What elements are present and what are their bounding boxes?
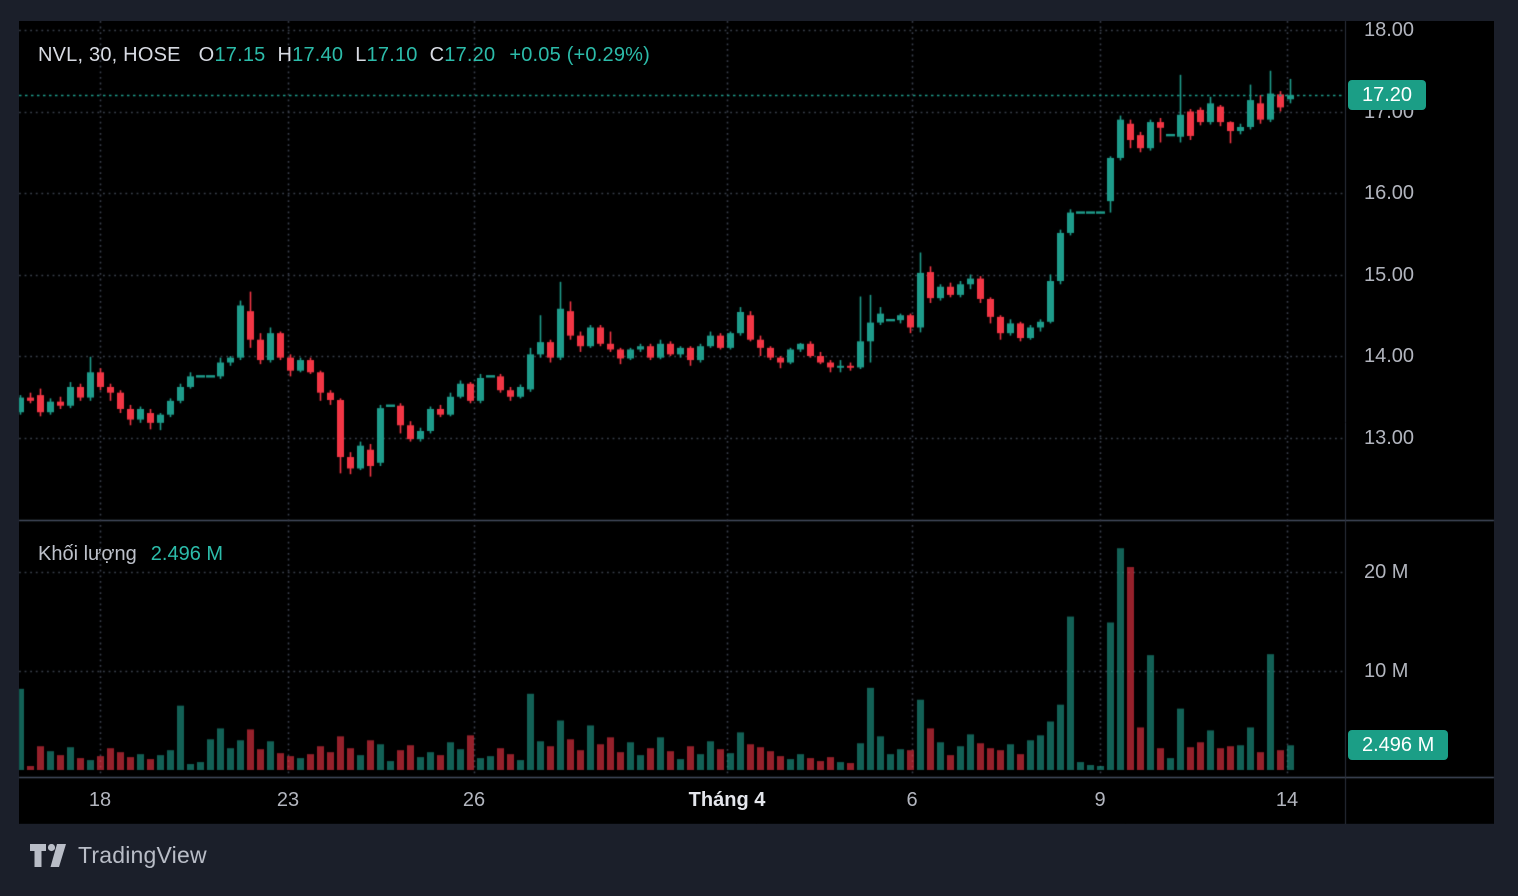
price-tick-label: 13.00 — [1364, 426, 1415, 449]
close-label: C — [429, 44, 445, 66]
price-tick-label: 15.00 — [1364, 263, 1415, 286]
volume-tick-label: 20 M — [1364, 561, 1409, 583]
symbol-legend: NVL, 30, HOSE O17.15 H17.40 L17.10 C17.20 +0.… — [38, 44, 650, 67]
tradingview-logo-text: TradingView — [78, 842, 207, 868]
low-value: 17.10 — [366, 44, 418, 66]
volume-legend: Khối lượng 2.496 M — [38, 543, 223, 566]
price-tick-label: 14.00 — [1364, 345, 1415, 367]
high-value: 17.40 — [292, 44, 344, 66]
volume-tick-label: 10 M — [1364, 660, 1409, 682]
change-value: +0.05 (+0.29%) — [509, 44, 650, 66]
time-tick-label: 23 — [276, 789, 300, 811]
volume-value: 2.496 M — [150, 543, 224, 565]
open-value: 17.15 — [214, 44, 266, 66]
time-tick-label: Tháng 4 — [688, 789, 766, 811]
low-label: L — [355, 44, 367, 66]
time-tick-label: 14 — [1275, 789, 1299, 811]
time-tick-label: 9 — [1094, 789, 1106, 811]
tradingview-logo-icon — [30, 844, 66, 867]
tradingview-logo-link[interactable]: TradingView — [30, 842, 207, 869]
close-value: 17.20 — [444, 44, 496, 66]
time-tick-label: 18 — [88, 789, 112, 811]
time-tick-label: 26 — [462, 789, 486, 811]
price-tick-label: 16.00 — [1364, 182, 1415, 204]
open-label: O — [198, 44, 215, 66]
last-price-badge: 17.20 — [1348, 80, 1427, 111]
price-tick-label: 18.00 — [1364, 19, 1415, 41]
bottom-toolbar: TradingView — [0, 824, 1518, 896]
symbol-title[interactable]: NVL, 30, HOSE — [38, 44, 181, 66]
high-label: H — [277, 44, 293, 66]
last-volume-badge: 2.496 M — [1348, 730, 1449, 761]
volume-label[interactable]: Khối lượng — [38, 543, 137, 565]
time-tick-label: 6 — [906, 789, 918, 811]
